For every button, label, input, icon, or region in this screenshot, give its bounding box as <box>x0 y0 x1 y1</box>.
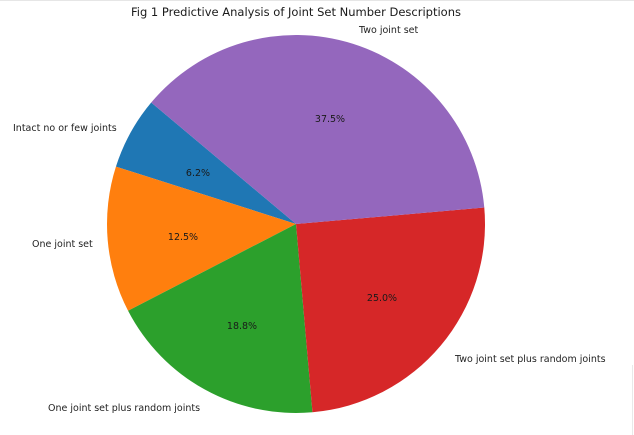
pct-intact: 6.2% <box>186 168 210 179</box>
wedge-one-joint-set-random <box>128 224 313 413</box>
label-two-joint-set: Two joint set <box>358 25 418 36</box>
chart-title: Fig 1 Predictive Analysis of Joint Set N… <box>131 5 461 19</box>
pct-two-joint-set: 37.5% <box>315 114 345 125</box>
wedge-two-joint-set <box>151 35 485 224</box>
label-one-joint-set-random: One joint set plus random joints <box>48 403 200 414</box>
wedge-intact <box>115 102 297 224</box>
wedge-one-joint-set <box>107 166 296 311</box>
pct-one-joint-set-random: 18.8% <box>227 321 257 332</box>
label-two-joint-set-random: Two joint set plus random joints <box>454 354 606 365</box>
pct-one-joint-set: 12.5% <box>168 232 198 243</box>
wedge-two-joint-set-random <box>296 207 485 413</box>
top-border <box>0 0 634 1</box>
right-border <box>632 365 633 435</box>
label-intact: Intact no or few joints <box>13 123 117 134</box>
pct-two-joint-set-random: 25.0% <box>367 293 397 304</box>
pie-wedges <box>107 35 485 413</box>
label-one-joint-set: One joint set <box>32 239 93 250</box>
